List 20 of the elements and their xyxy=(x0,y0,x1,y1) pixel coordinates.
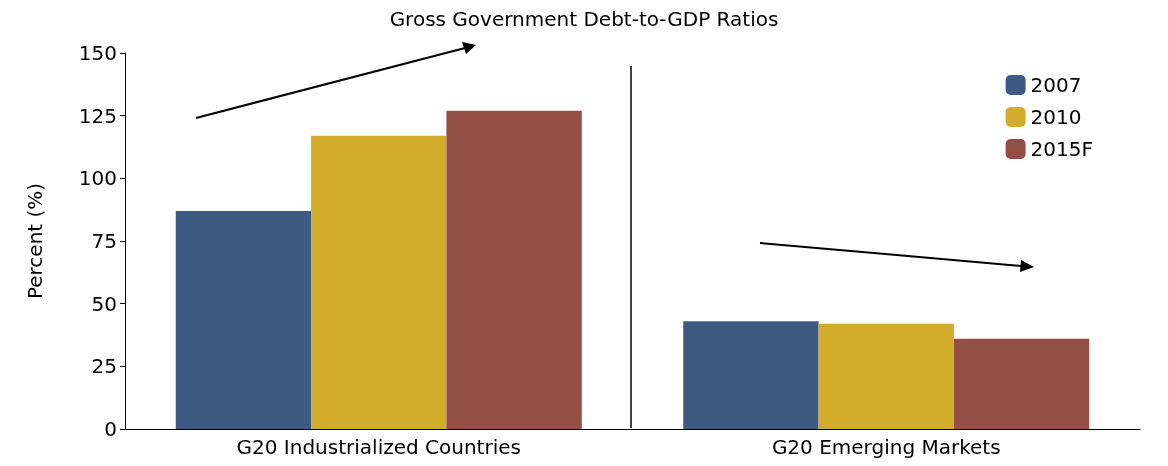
y-tick-label: 150 xyxy=(78,41,117,65)
x-tick-label: G20 Emerging Markets xyxy=(771,435,1001,459)
x-tick-label: G20 Industrialized Countries xyxy=(236,435,521,459)
y-axis-title: Percent (%) xyxy=(23,182,47,300)
bar xyxy=(175,210,312,429)
y-tick-label: 125 xyxy=(78,103,117,128)
y-tick-label: 75 xyxy=(91,229,117,253)
chart-title: Gross Government Debt-to-GDP Ratios xyxy=(389,7,779,31)
y-tick-label: 50 xyxy=(91,291,117,316)
y-tick-label: 100 xyxy=(78,166,117,191)
bar xyxy=(446,110,582,429)
legend-label: 2007 xyxy=(1030,73,1082,97)
legend-label: 2015F xyxy=(1030,137,1093,161)
bar xyxy=(683,321,819,429)
bar xyxy=(818,323,954,429)
y-tick-label: 0 xyxy=(104,417,117,441)
bar xyxy=(953,338,1090,429)
legend-label: 2010 xyxy=(1030,105,1082,129)
bar xyxy=(311,135,447,429)
y-tick-label: 25 xyxy=(91,354,117,379)
